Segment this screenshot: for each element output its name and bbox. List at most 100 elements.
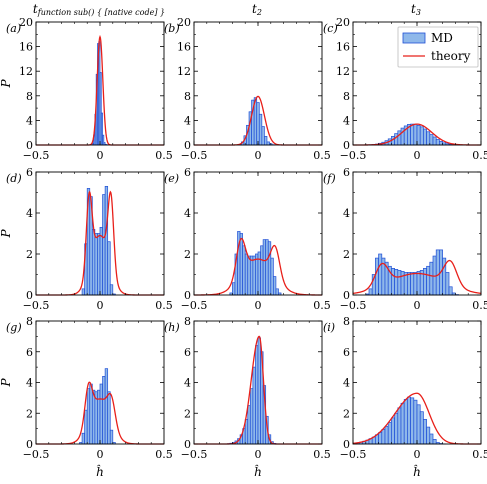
md-bar xyxy=(267,241,272,296)
md-bar xyxy=(265,239,269,296)
y-tick-label: 4 xyxy=(343,207,350,220)
md-bar xyxy=(107,241,111,296)
md-bar xyxy=(247,405,251,445)
md-bar xyxy=(426,265,431,296)
md-bar xyxy=(400,402,405,445)
y-tick-label: 16 xyxy=(177,41,191,54)
y-axis-label-g: P xyxy=(0,378,13,388)
x-tick-label: −0.5 xyxy=(23,299,50,312)
legend-md-swatch xyxy=(402,32,426,44)
md-bar xyxy=(378,253,383,296)
panel-label-i: (i) xyxy=(323,321,335,334)
md-bar xyxy=(394,412,399,445)
md-bar xyxy=(258,113,263,146)
md-bar xyxy=(249,388,254,445)
x-tick-label: 0.5 xyxy=(313,448,331,461)
md-bar xyxy=(426,131,431,146)
y-tick-label: 12 xyxy=(336,65,350,78)
md-bar xyxy=(435,249,440,296)
md-bar xyxy=(242,245,246,296)
md-bar xyxy=(255,253,259,296)
panel-label-d: (d) xyxy=(6,172,22,185)
md-bar xyxy=(439,140,443,146)
md-bar xyxy=(387,422,392,445)
x-tick-label: −0.5 xyxy=(181,149,208,162)
x-tick-label: −0.5 xyxy=(181,299,208,312)
md-bar xyxy=(84,409,88,445)
md-bar xyxy=(391,268,395,296)
column-title-t2: t2 xyxy=(252,2,262,17)
x-axis-label-g: ĥ xyxy=(96,464,104,479)
md-bar xyxy=(407,272,411,296)
md-bar xyxy=(262,239,267,296)
md-bar xyxy=(89,383,93,445)
y-tick-label: 20 xyxy=(19,16,33,29)
y-tick-label: 0 xyxy=(26,289,33,302)
x-tick-label: 0.5 xyxy=(313,299,331,312)
x-tick-label: 0.5 xyxy=(155,299,173,312)
panel-label-h: (h) xyxy=(164,321,180,334)
y-tick-label: 6 xyxy=(26,166,33,179)
y-tick-label: 8 xyxy=(343,90,350,103)
md-bar xyxy=(368,288,373,296)
x-tick-label: 0 xyxy=(414,149,421,162)
y-tick-label: 16 xyxy=(336,41,350,54)
y-tick-label: 0 xyxy=(26,139,33,152)
md-bar xyxy=(423,419,427,445)
md-bar xyxy=(264,136,268,146)
md-bar xyxy=(397,407,402,445)
md-bar xyxy=(244,419,249,445)
y-tick-label: 4 xyxy=(26,377,33,390)
md-bar xyxy=(86,388,91,445)
x-tick-label: 0 xyxy=(97,149,104,162)
md-bar xyxy=(448,286,453,296)
md-bar xyxy=(102,376,106,445)
x-tick-label: −0.5 xyxy=(340,448,367,461)
md-bar xyxy=(384,425,389,445)
y-tick-label: 6 xyxy=(184,166,191,179)
histogram-f xyxy=(365,249,459,296)
y-tick-label: 0 xyxy=(343,289,350,302)
histogram-d xyxy=(81,186,116,296)
histogram-b xyxy=(238,97,275,146)
y-tick-label: 6 xyxy=(343,346,350,359)
md-bar xyxy=(249,255,254,296)
legend-theory-label: theory xyxy=(431,49,471,63)
y-tick-label: 0 xyxy=(343,139,350,152)
panel-label-e: (e) xyxy=(164,172,179,185)
column-title-t3: t3 xyxy=(411,2,421,17)
x-axis-label-i: ĥ xyxy=(413,464,421,479)
md-bar xyxy=(275,288,279,296)
md-bar xyxy=(247,255,251,296)
md-bar xyxy=(256,102,260,146)
panel-label-b: (b) xyxy=(164,22,180,35)
x-tick-label: 0 xyxy=(97,299,104,312)
md-bar xyxy=(99,383,103,445)
md-bar xyxy=(97,389,101,445)
md-bar xyxy=(426,426,431,445)
y-tick-label: 2 xyxy=(343,248,350,261)
md-bar xyxy=(419,411,424,445)
y-axis-label-d: P xyxy=(0,229,13,239)
x-tick-label: 0.5 xyxy=(472,448,487,461)
md-bar xyxy=(429,261,434,296)
x-axis-label-h: ĥ xyxy=(254,464,262,479)
x-tick-label: 0.5 xyxy=(472,149,487,162)
md-bar xyxy=(273,276,277,296)
md-bar xyxy=(410,397,415,445)
y-tick-label: 4 xyxy=(343,377,350,390)
x-tick-label: −0.5 xyxy=(340,299,367,312)
theory-curve-f xyxy=(352,259,482,295)
histogram-e xyxy=(229,231,282,296)
y-tick-label: 20 xyxy=(177,16,191,29)
md-bar xyxy=(432,439,437,445)
x-tick-label: 0.5 xyxy=(313,149,331,162)
md-bar xyxy=(91,389,96,445)
y-tick-label: 8 xyxy=(26,315,33,328)
